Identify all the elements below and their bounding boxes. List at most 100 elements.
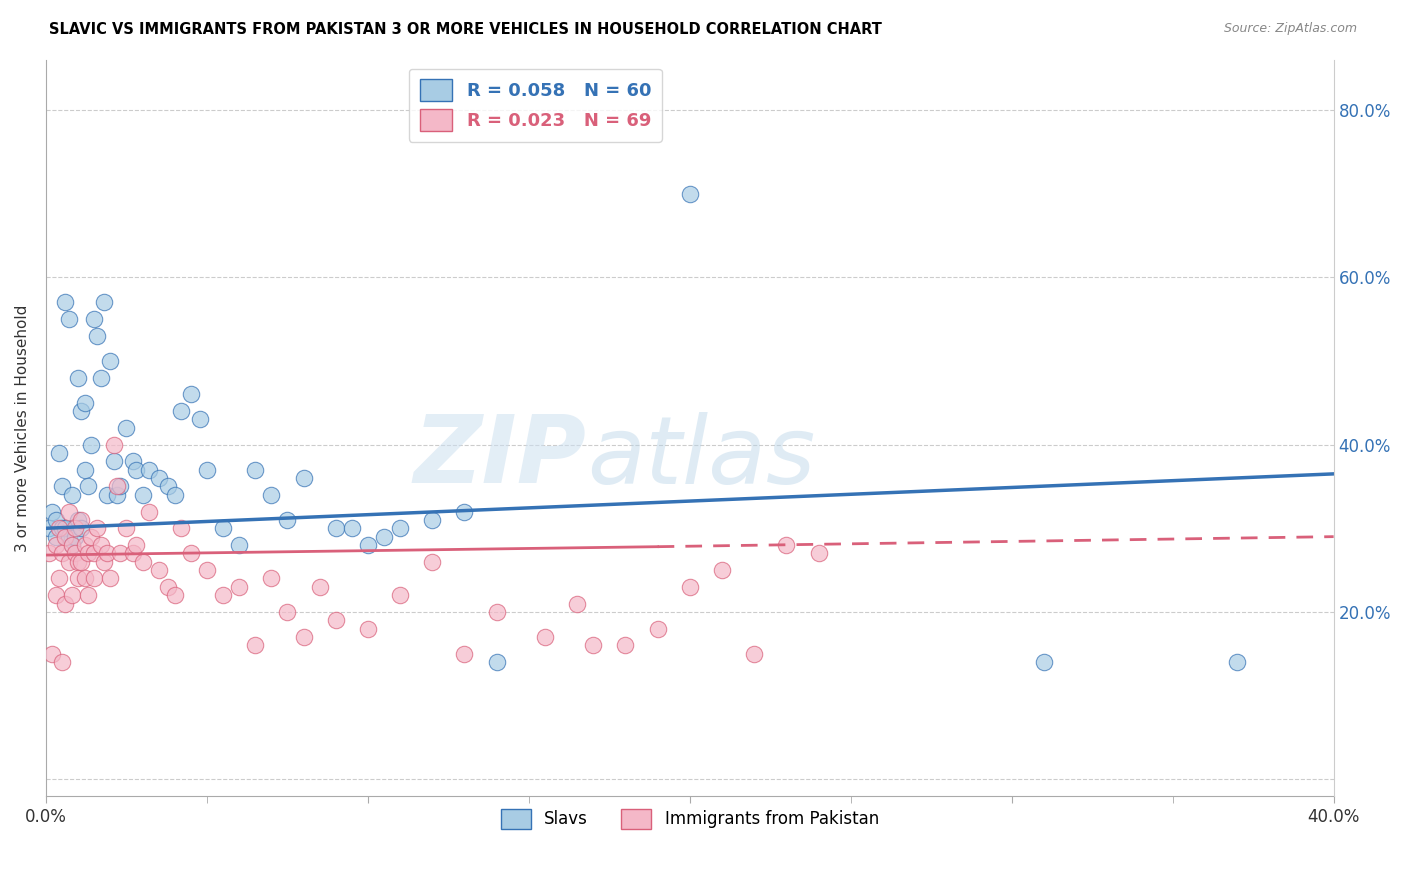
Point	[260, 488, 283, 502]
Point	[453, 504, 475, 518]
Point	[163, 588, 186, 602]
Point	[373, 530, 395, 544]
Point	[807, 546, 830, 560]
Point	[45, 538, 67, 552]
Point	[357, 622, 380, 636]
Point	[45, 588, 67, 602]
Point	[108, 546, 131, 560]
Point	[325, 613, 347, 627]
Point	[125, 538, 148, 552]
Legend: Slavs, Immigrants from Pakistan: Slavs, Immigrants from Pakistan	[494, 802, 886, 836]
Text: SLAVIC VS IMMIGRANTS FROM PAKISTAN 3 OR MORE VEHICLES IN HOUSEHOLD CORRELATION C: SLAVIC VS IMMIGRANTS FROM PAKISTAN 3 OR …	[49, 22, 882, 37]
Point	[63, 521, 86, 535]
Point	[1226, 655, 1249, 669]
Point	[38, 521, 60, 535]
Point	[98, 354, 121, 368]
Point	[103, 454, 125, 468]
Point	[138, 463, 160, 477]
Point	[679, 580, 702, 594]
Point	[67, 555, 90, 569]
Point	[51, 546, 73, 560]
Point	[180, 546, 202, 560]
Point	[96, 546, 118, 560]
Point	[60, 588, 83, 602]
Point	[245, 639, 267, 653]
Point	[292, 471, 315, 485]
Point	[70, 404, 93, 418]
Point	[67, 513, 90, 527]
Point	[70, 513, 93, 527]
Point	[212, 588, 235, 602]
Point	[48, 521, 70, 535]
Point	[148, 563, 170, 577]
Point	[614, 639, 637, 653]
Point	[105, 479, 128, 493]
Point	[357, 538, 380, 552]
Point	[60, 538, 83, 552]
Point	[73, 463, 96, 477]
Point	[170, 521, 193, 535]
Point	[63, 546, 86, 560]
Point	[212, 521, 235, 535]
Point	[125, 463, 148, 477]
Point	[76, 588, 98, 602]
Point	[679, 186, 702, 201]
Point	[108, 479, 131, 493]
Point	[58, 504, 80, 518]
Point	[86, 521, 108, 535]
Point	[276, 513, 298, 527]
Point	[103, 437, 125, 451]
Point	[775, 538, 797, 552]
Point	[53, 295, 76, 310]
Point	[420, 555, 443, 569]
Point	[96, 488, 118, 502]
Point	[180, 387, 202, 401]
Point	[228, 580, 250, 594]
Point	[1032, 655, 1054, 669]
Point	[83, 312, 105, 326]
Point	[138, 504, 160, 518]
Point	[53, 597, 76, 611]
Point	[60, 488, 83, 502]
Point	[389, 521, 412, 535]
Point	[115, 421, 138, 435]
Point	[148, 471, 170, 485]
Point	[742, 647, 765, 661]
Point	[276, 605, 298, 619]
Point	[48, 572, 70, 586]
Point	[73, 538, 96, 552]
Point	[58, 530, 80, 544]
Point	[73, 572, 96, 586]
Point	[131, 555, 153, 569]
Y-axis label: 3 or more Vehicles in Household: 3 or more Vehicles in Household	[15, 304, 30, 551]
Point	[80, 437, 103, 451]
Point	[157, 580, 180, 594]
Point	[41, 647, 63, 661]
Point	[41, 504, 63, 518]
Point	[389, 588, 412, 602]
Point	[93, 295, 115, 310]
Point	[228, 538, 250, 552]
Point	[308, 580, 330, 594]
Point	[190, 412, 212, 426]
Point	[292, 630, 315, 644]
Point	[58, 312, 80, 326]
Point	[582, 639, 605, 653]
Point	[83, 546, 105, 560]
Point	[58, 555, 80, 569]
Text: Source: ZipAtlas.com: Source: ZipAtlas.com	[1223, 22, 1357, 36]
Point	[163, 488, 186, 502]
Point	[195, 463, 218, 477]
Point	[51, 479, 73, 493]
Point	[260, 572, 283, 586]
Point	[76, 546, 98, 560]
Point	[157, 479, 180, 493]
Point	[48, 446, 70, 460]
Point	[245, 463, 267, 477]
Point	[53, 530, 76, 544]
Point	[63, 530, 86, 544]
Point	[45, 530, 67, 544]
Point	[711, 563, 734, 577]
Point	[325, 521, 347, 535]
Point	[453, 647, 475, 661]
